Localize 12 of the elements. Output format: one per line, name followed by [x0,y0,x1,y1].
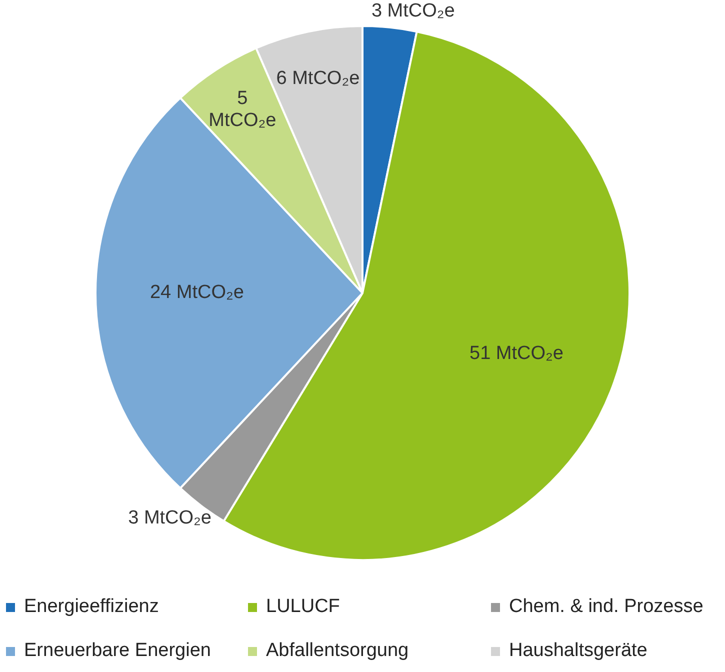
data-label: 3 MtCO₂e [371,0,455,22]
data-label: 5 MtCO₂e [208,88,276,132]
data-label: 24 MtCO₂e [150,282,244,304]
data-label: 3 MtCO₂e [128,508,212,529]
legend-label: LULUCF [266,596,340,618]
legend-label: Abfallentsorgung [266,640,409,662]
legend-label: Haushaltsgeräte [509,640,648,662]
legend-label: Energieeffizienz [24,596,159,618]
legend-label: Erneuerbare Energien [24,640,211,662]
data-label: 6 MtCO₂e [276,68,360,89]
legend-label: Chem. & ind. Prozesse [509,596,704,618]
data-label: 51 MtCO₂e [470,342,564,364]
